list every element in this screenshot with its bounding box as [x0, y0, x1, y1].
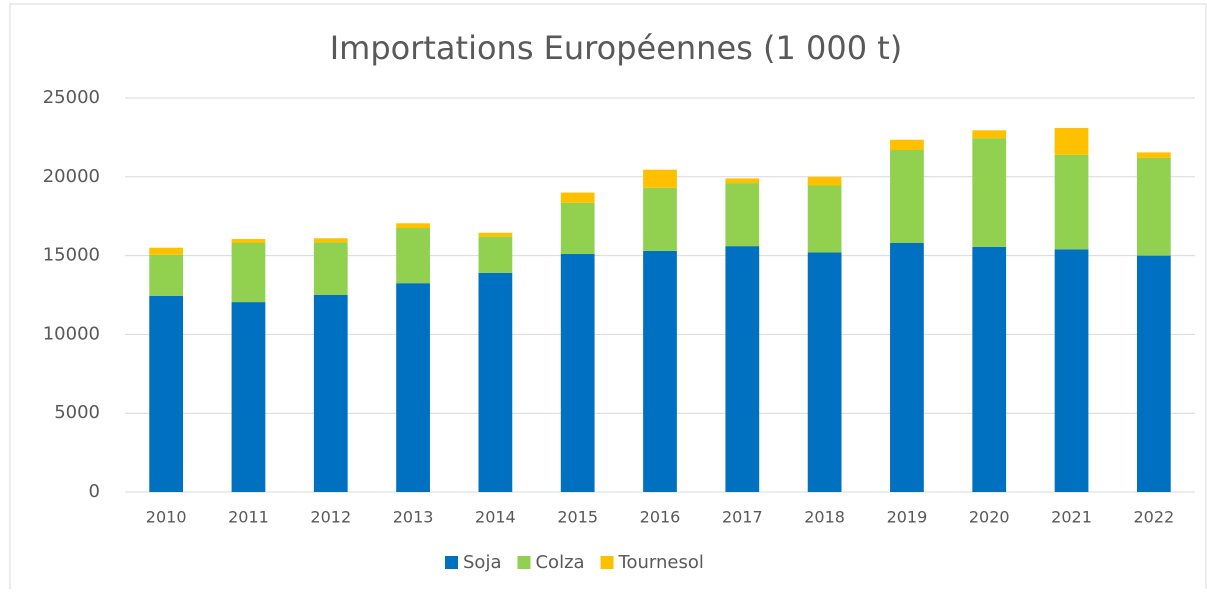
bar-segment — [1136, 255, 1171, 492]
bar-segment — [643, 169, 677, 188]
bar-segment — [149, 295, 184, 492]
bar-segment — [560, 254, 595, 492]
bar-segment — [1136, 152, 1171, 158]
x-tick-label: 2011 — [228, 508, 269, 527]
y-tick-label: 10000 — [43, 323, 100, 344]
y-tick-label: 20000 — [43, 166, 100, 187]
bar-segment — [560, 202, 595, 255]
bar-segment — [725, 246, 760, 492]
x-tick-label: 2014 — [475, 508, 516, 527]
bar-segment — [478, 236, 513, 273]
legend-label: Colza — [535, 552, 584, 573]
x-tick-label: 2020 — [969, 508, 1010, 527]
legend-label: Soja — [463, 552, 501, 573]
bar-segment — [725, 178, 760, 184]
bar-segment — [972, 130, 1007, 139]
bar-segment — [1136, 157, 1171, 256]
bar-segment — [478, 232, 513, 237]
chart-frame — [9, 3, 1207, 593]
x-tick-label: 2017 — [722, 508, 763, 527]
legend-swatch — [517, 556, 531, 569]
bar-segment — [313, 295, 348, 492]
legend-swatch — [445, 556, 458, 569]
x-tick-label: 2022 — [1133, 508, 1174, 527]
x-tick-label: 2015 — [557, 508, 598, 527]
legend-label: Tournesol — [618, 552, 704, 573]
bar-segment — [149, 254, 184, 296]
x-tick-label: 2021 — [1051, 508, 1092, 527]
bar-segment — [396, 228, 430, 284]
x-tick-label: 2019 — [887, 508, 928, 527]
y-tick-label: 0 — [89, 481, 100, 502]
bar-segment — [807, 252, 842, 492]
chart-title: Importations Européennes (1 000 t) — [330, 29, 903, 67]
bar-segment — [972, 138, 1007, 247]
bar-segment — [478, 272, 513, 492]
bar-segment — [396, 223, 430, 229]
bar-segment — [725, 183, 760, 247]
bar-segment — [313, 242, 348, 295]
bar-segment — [231, 302, 266, 492]
bar-segment — [1054, 249, 1089, 492]
bar-segment — [643, 187, 677, 251]
y-tick-label: 25000 — [43, 87, 100, 108]
bar-segment — [396, 283, 430, 492]
bar-segment — [890, 139, 924, 151]
x-tick-label: 2012 — [310, 508, 351, 527]
bar-segment — [313, 238, 348, 243]
y-tick-label: 5000 — [54, 402, 100, 423]
x-tick-label: 2016 — [640, 508, 681, 527]
bar-segment — [643, 250, 677, 492]
bar-segment — [1054, 127, 1089, 155]
bar-segment — [560, 192, 595, 203]
x-tick-label: 2013 — [393, 508, 434, 527]
x-tick-label: 2010 — [146, 508, 187, 527]
x-tick-label: 2018 — [804, 508, 845, 527]
bar-segment — [890, 150, 924, 243]
bar-segment — [149, 247, 184, 255]
y-tick-label: 15000 — [43, 245, 100, 266]
bar-segment — [231, 239, 266, 243]
bar-segment — [972, 246, 1007, 492]
bar-segment — [890, 242, 924, 492]
bar-segment — [1054, 154, 1089, 250]
bar-segment — [807, 176, 842, 186]
legend-swatch — [600, 556, 614, 569]
bar-segment — [231, 242, 266, 303]
bar-segment — [807, 185, 842, 253]
